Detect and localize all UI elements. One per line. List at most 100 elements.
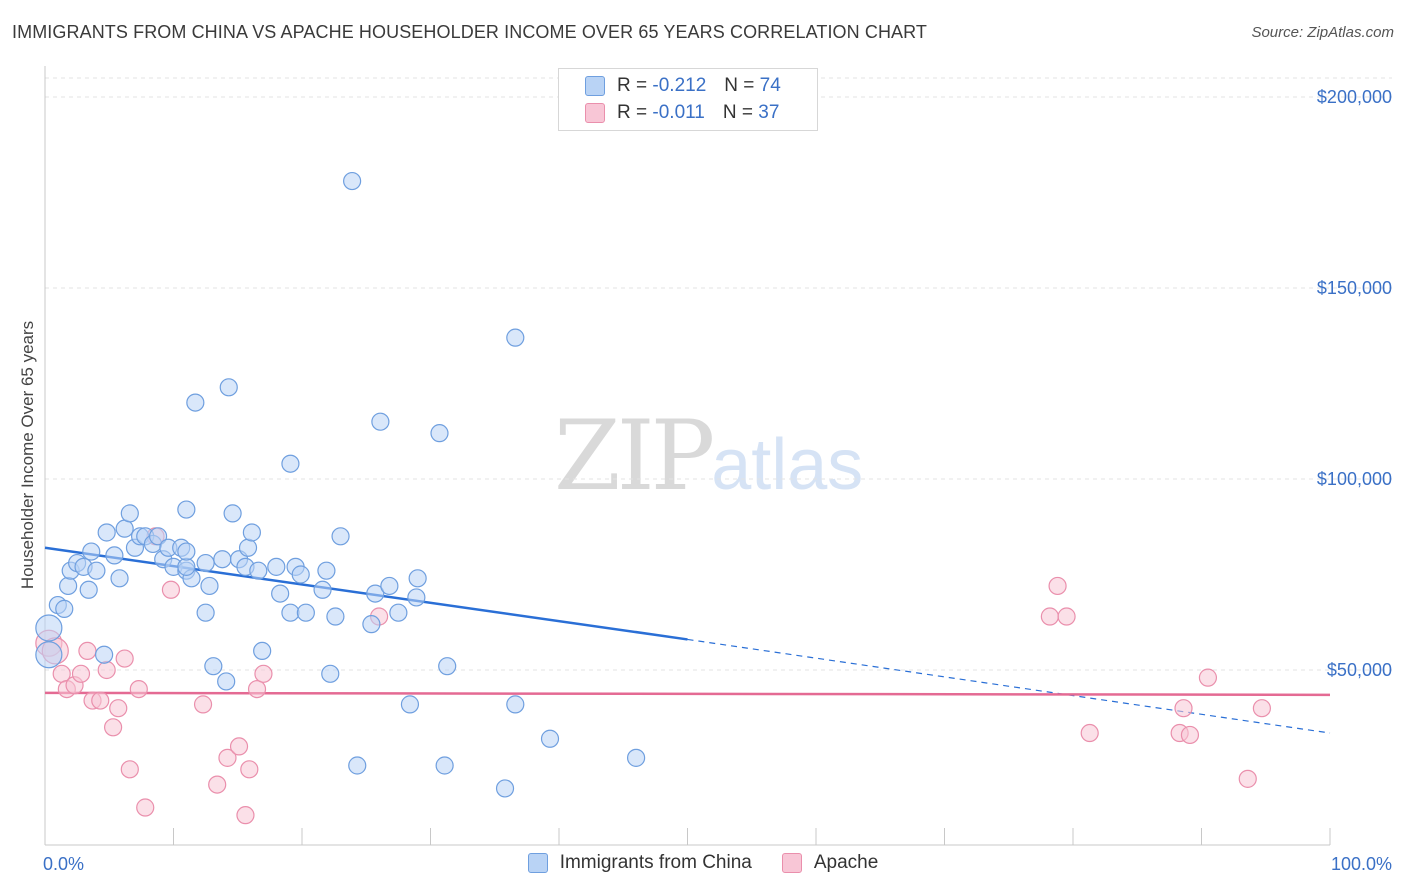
y-tick-label: $200,000 [1317,87,1392,107]
point-china [506,328,525,347]
point-china [371,412,390,431]
point-apache [1238,769,1257,788]
watermark-zip: ZIP [554,400,715,512]
legend-item-apache[interactable]: Apache [781,852,879,874]
point-china [348,756,367,775]
legend-swatch-apache [585,103,605,123]
point-china [148,527,168,546]
point-china [430,424,449,443]
point-china [321,664,340,683]
point-china [366,584,385,603]
point-china [540,729,560,748]
legend-r-value-china: -0.212 [652,75,707,96]
point-china [59,576,78,596]
y-tick-label: $50,000 [1327,660,1392,680]
point-china [242,523,261,542]
point-china [408,569,427,588]
legend-label-china: Immigrants from China [559,852,752,873]
data-points [35,171,1271,825]
point-china [249,561,268,580]
point-china [435,756,454,775]
legend-item-china[interactable]: Immigrants from China [527,852,752,874]
point-china [267,557,286,576]
point-china [238,538,258,557]
chart-title: IMMIGRANTS FROM CHINA VS APACHE HOUSEHOL… [12,22,928,42]
point-apache [254,664,273,683]
legend-n-label: N = [724,75,755,96]
point-apache [247,679,267,699]
series-legend: Immigrants from China Apache [0,852,1406,874]
point-apache [229,737,249,756]
legend-n-label: N = [722,102,753,123]
axes [44,66,1331,846]
point-china [177,542,196,561]
point-china [281,603,300,622]
point-china [196,603,215,622]
point-china [331,527,350,546]
point-china [362,615,381,634]
point-china [213,550,232,569]
trend-lines [44,546,1331,734]
point-china [317,561,336,580]
legend-row-china: R = -0.212 N = 74 [585,73,781,99]
point-apache [97,660,116,680]
point-apache [104,718,123,737]
point-apache [115,649,134,668]
y-tick-label: $100,000 [1317,469,1392,489]
point-china [380,576,399,596]
point-china [115,519,134,538]
point-apache [129,679,148,699]
point-china [177,500,196,519]
point-china [35,614,63,642]
point-apache [193,695,213,714]
point-china [626,748,646,767]
point-china [196,553,215,573]
point-china [105,546,124,565]
point-china [343,171,362,191]
point-apache [218,748,237,767]
watermark: ZIPatlas [554,400,863,512]
point-apache [208,775,227,794]
point-apache [236,806,255,825]
trend-line-china-extension [687,638,1331,734]
point-apache [1040,607,1059,626]
point-china [79,580,98,599]
legend-label-apache: Apache [813,852,879,873]
point-china [506,695,525,714]
point-china [55,599,74,618]
point-china [296,603,315,622]
legend-n-value-china: 74 [759,75,781,96]
point-china [291,565,310,584]
legend-swatch-china [527,853,548,873]
point-china [110,569,129,588]
point-china [217,672,236,691]
point-apache [161,580,181,599]
point-china [200,576,219,596]
point-china [95,645,114,664]
legend-r-label: R = [617,102,648,123]
point-china [253,641,272,661]
point-apache [136,798,155,817]
point-china [87,561,106,580]
legend-n-value-apache: 37 [758,102,780,123]
point-china [400,695,420,714]
point-china [407,588,426,607]
point-apache [1048,576,1067,596]
grid-lines [45,77,1392,671]
legend-row-apache: R = -0.011 N = 37 [585,100,779,126]
tick-labels: $50,000 $100,000 $150,000 $200,000 0.0% 100.0… [43,87,1392,874]
point-china [35,641,63,669]
point-china [223,504,242,523]
point-china [281,454,300,473]
point-apache [240,760,259,779]
point-apache [91,691,110,710]
y-tick-label: $150,000 [1317,278,1392,298]
point-china [186,393,205,412]
point-china [219,378,238,397]
point-apache [1252,699,1271,718]
x-tick-label-max: 100.0% [1331,854,1392,874]
point-china [438,657,457,676]
legend-r-label: R = [617,75,648,96]
legend-swatch-china [585,76,605,96]
